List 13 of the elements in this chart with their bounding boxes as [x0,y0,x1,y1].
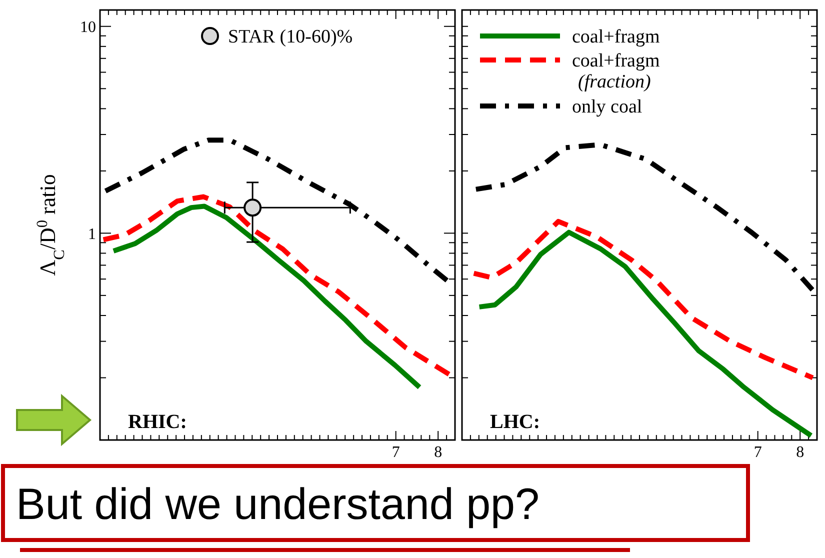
legend-label: coal+fragm [572,26,660,48]
y-tick-label: 1 [88,226,96,243]
legend-label: STAR (10-60)% [228,26,353,48]
x-tick-label: 7 [392,444,400,461]
annotation: RHIC: [128,411,187,433]
x-tick-label: 7 [754,444,762,461]
y-tick-label: 10 [80,18,96,36]
text: But did we understand pp? [16,480,540,529]
x-tick-label: 8 [796,444,804,461]
legend-label: coal+fragm (fraction) [572,50,660,93]
x-tick-label: 8 [434,444,442,461]
legend-label: only coal [572,96,642,118]
annotation: LHC: [490,411,540,433]
